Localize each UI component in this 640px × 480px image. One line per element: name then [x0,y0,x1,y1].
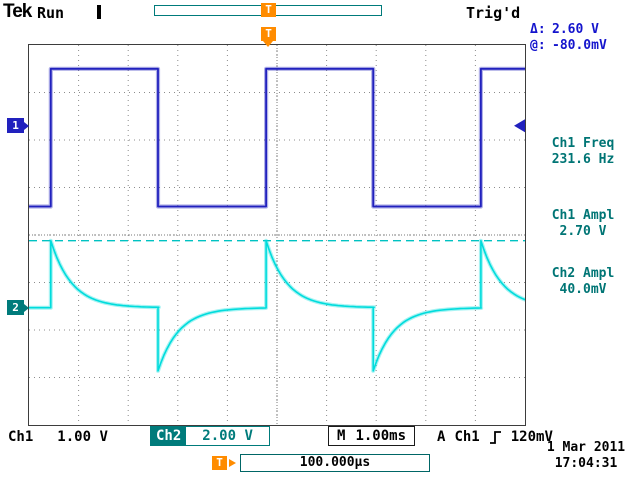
cursor-readouts: Δ: 2.60 V @: -80.0mV [530,22,636,54]
grid-lines [29,45,525,425]
timebase-readout: M 1.00ms [328,426,416,446]
measurement-ch1-ampl: Ch1 Ampl 2.70 V [530,208,636,240]
trigger-position-icon-top: T [261,3,276,17]
acquisition-activity-indicator [97,5,101,19]
trigger-source: Ch1 [454,429,480,445]
ch2-trace [29,239,590,372]
trigger-position-icon-footer: T [212,456,227,470]
date: 1 Mar 2011 [546,440,626,455]
ch1-ground-marker: 1 [7,118,29,133]
measurement-ch1-freq: Ch1 Freq 231.6 Hz [530,136,636,168]
ch2-scale-readout: Ch2 2.00 V [150,426,270,446]
timebase-label: M [337,428,346,444]
datetime: 1 Mar 2011 17:04:31 [534,440,638,472]
trigger-status: Trig'd [466,4,521,22]
at-label: @: [530,38,546,53]
measurement-title: Ch1 Ampl [551,208,615,223]
ch2-scale-value: 2.00 V [202,428,253,444]
ch1-scale-readout: Ch1 1.00 V [8,429,108,445]
cursor-delta-row: Δ: 2.60 V [530,22,636,38]
measurement-value: 2.70 V [559,224,607,239]
time: 17:04:31 [554,456,618,471]
delta-label: Δ: [530,22,546,37]
measurement-title: Ch1 Freq [551,136,615,151]
timebase-value: 1.00ms [355,428,407,444]
ch1-trace [29,67,525,208]
arrow-right-icon [229,459,236,467]
tek-logo: Tek [3,1,32,22]
trigger-position-readout: 100.000µs [240,454,430,472]
trigger-level: 120mV [510,429,553,445]
measurement-value: 40.0mV [559,282,607,297]
trigger-settings-readout: A Ch1 120mV [437,429,553,445]
ch1-label: Ch1 [8,429,34,445]
ch2-ground-marker: 2 [7,300,29,315]
acquisition-state: Run [37,4,65,22]
trigger-level-arrow [514,119,525,133]
waveform-area [29,45,591,425]
trigger-position-marker: T [261,27,276,41]
measurement-title: Ch2 Ampl [551,266,615,281]
delta-value: 2.60 V [552,22,599,37]
ch1-scale-value: 1.00 V [57,429,108,445]
cursor-at-row: @: -80.0mV [530,38,636,54]
measurement-value: 231.6 Hz [551,152,615,167]
trigger-system-label: A [437,429,446,445]
trigger-position-arrow-icon [263,41,273,47]
ch2-label: Ch2 [151,427,187,445]
measurement-ch2-ampl: Ch2 Ampl 40.0mV [530,266,636,298]
rising-edge-icon [489,430,501,444]
graticule [28,44,591,426]
at-value: -80.0mV [552,38,607,53]
